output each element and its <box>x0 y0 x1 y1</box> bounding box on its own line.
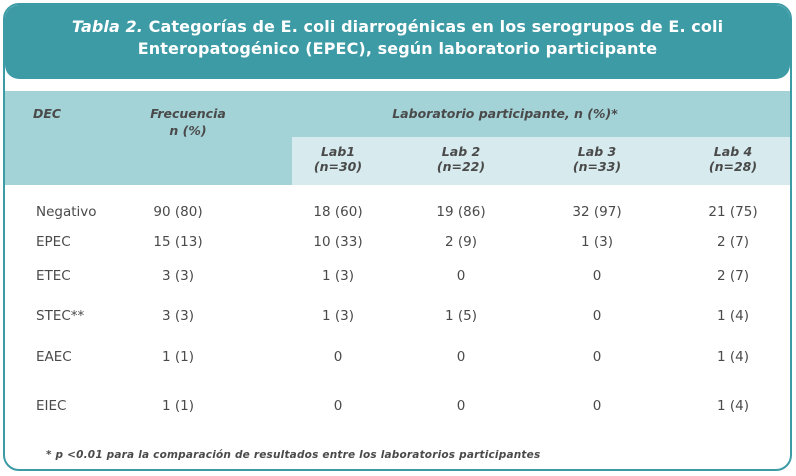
col-header-laboratorio: Laboratorio participante, n (%)* <box>392 106 618 121</box>
cell-lab4: 1 (4) <box>716 398 749 414</box>
row-label: STEC** <box>36 308 85 324</box>
col-header-frecuencia-unit: n (%) <box>169 123 207 138</box>
cell-lab2: 0 <box>456 268 466 284</box>
cell-lab1: 18 (60) <box>313 204 363 220</box>
row-label: EPEC <box>36 234 71 250</box>
cell-lab4: 1 (4) <box>716 349 749 365</box>
cell-frecuencia: 15 (13) <box>153 234 203 250</box>
cell-lab3: 0 <box>592 308 602 324</box>
lab2-header: Lab 2 <box>441 144 481 159</box>
lab2-n: (n=22) <box>436 159 486 174</box>
lab3-header: Lab 3 <box>577 144 617 159</box>
title-bar: Tabla 2. Categorías de E. coli diarrogén… <box>5 5 790 79</box>
row-label: EAEC <box>36 349 72 365</box>
cell-lab1: 10 (33) <box>313 234 363 250</box>
table-title-text: Categorías de E. coli diarrogénicas en l… <box>148 17 724 36</box>
lab4-n: (n=28) <box>708 159 758 174</box>
cell-frecuencia: 3 (3) <box>161 308 194 324</box>
cell-lab3: 32 (97) <box>572 204 622 220</box>
row-label: EIEC <box>36 398 67 414</box>
cell-lab2: 2 (9) <box>444 234 477 250</box>
cell-lab3: 0 <box>592 349 602 365</box>
col-header-dec: DEC <box>33 106 62 121</box>
row-label: ETEC <box>36 268 71 284</box>
lab4-header: Lab 4 <box>713 144 753 159</box>
table-title-line-1: Tabla 2. Categorías de E. coli diarrogén… <box>5 16 790 38</box>
col-header-frecuencia: Frecuencia <box>150 106 226 121</box>
cell-frecuencia: 1 (1) <box>161 398 194 414</box>
cell-lab1: 0 <box>333 349 343 365</box>
cell-lab3: 0 <box>592 398 602 414</box>
cell-lab4: 2 (7) <box>716 268 749 284</box>
cell-frecuencia: 90 (80) <box>153 204 203 220</box>
cell-lab3: 1 (3) <box>580 234 613 250</box>
table-card: Tabla 2. Categorías de E. coli diarrogén… <box>3 3 792 471</box>
cell-lab1: 1 (3) <box>321 308 354 324</box>
table-footnote: * p <0.01 para la comparación de resulta… <box>46 449 541 461</box>
cell-lab4: 21 (75) <box>708 204 758 220</box>
cell-lab2: 19 (86) <box>436 204 486 220</box>
lab1-n: (n=30) <box>313 159 363 174</box>
cell-lab1: 1 (3) <box>321 268 354 284</box>
cell-lab3: 0 <box>592 268 602 284</box>
cell-frecuencia: 1 (1) <box>161 349 194 365</box>
lab1-header: Lab1 <box>320 144 356 159</box>
lab3-n: (n=33) <box>572 159 622 174</box>
cell-lab1: 0 <box>333 398 343 414</box>
cell-lab4: 1 (4) <box>716 308 749 324</box>
cell-lab2: 0 <box>456 349 466 365</box>
table-number: Tabla 2. <box>71 17 143 36</box>
cell-lab2: 0 <box>456 398 466 414</box>
row-label: Negativo <box>36 204 97 220</box>
cell-frecuencia: 3 (3) <box>161 268 194 284</box>
cell-lab2: 1 (5) <box>444 308 477 324</box>
subheader-band <box>292 137 790 185</box>
table-title-line-2: Enteropatogénico (EPEC), según laborator… <box>137 39 658 58</box>
cell-lab4: 2 (7) <box>716 234 749 250</box>
